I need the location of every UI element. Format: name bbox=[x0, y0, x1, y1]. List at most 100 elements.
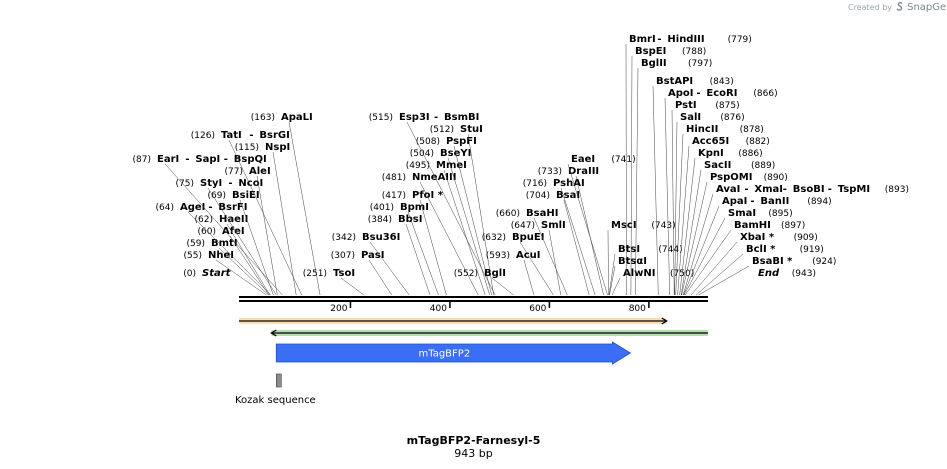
site-position: (843) bbox=[710, 77, 734, 87]
site-leader-line bbox=[560, 187, 596, 296]
enzyme-label: SalI bbox=[680, 112, 701, 123]
site-leader-line bbox=[228, 139, 302, 296]
enzyme-label: ApaI bbox=[722, 196, 747, 207]
enzyme-label: PasI bbox=[361, 250, 384, 261]
site-leader-line bbox=[340, 277, 364, 296]
site-leader-line bbox=[256, 175, 278, 296]
enzyme-separator: - bbox=[208, 202, 212, 213]
site-position: (87) bbox=[133, 155, 151, 165]
site-position: (307) bbox=[331, 251, 355, 261]
enzyme-label: SmlI bbox=[541, 220, 566, 231]
site-leader-line bbox=[609, 265, 616, 296]
enzyme-label: BbsI bbox=[398, 214, 422, 225]
site-position: (647) bbox=[511, 221, 535, 231]
enzyme-separator: - bbox=[828, 184, 832, 195]
site-leader-line bbox=[419, 199, 447, 296]
enzyme-label: BsrGI bbox=[259, 130, 289, 141]
site-leader-line bbox=[218, 247, 269, 296]
enzyme-label: StyI bbox=[200, 178, 222, 189]
enzyme-label: NspI bbox=[265, 142, 290, 153]
site-position: (163) bbox=[251, 113, 275, 123]
enzyme-label: NheI bbox=[208, 250, 234, 261]
enzyme-label: ApaLI bbox=[281, 112, 313, 123]
enzyme-label: PspOMI bbox=[710, 172, 752, 183]
kozak-box bbox=[276, 373, 282, 388]
site-position: (62) bbox=[195, 215, 213, 225]
site-leader-line bbox=[630, 55, 633, 296]
enzyme-label: SacII bbox=[704, 160, 731, 171]
site-position: (895) bbox=[768, 209, 792, 219]
mtagbfp2-label: mTagBFP2 bbox=[419, 349, 471, 360]
enzyme-label: BamHI bbox=[734, 220, 771, 231]
site-leader-line bbox=[406, 121, 496, 296]
site-position: (893) bbox=[885, 185, 909, 195]
site-leader-line bbox=[288, 121, 321, 296]
enzyme-separator: - bbox=[750, 196, 754, 207]
site-leader-line bbox=[664, 97, 670, 296]
site-leader-line bbox=[368, 259, 392, 296]
site-leader-line bbox=[674, 121, 678, 296]
enzyme-label: BpuEI bbox=[512, 232, 544, 243]
enzyme-label: BsiEI bbox=[232, 190, 260, 201]
enzyme-separator: - bbox=[434, 112, 438, 123]
site-position: (481) bbox=[382, 173, 406, 183]
enzyme-label: HindIII bbox=[667, 34, 704, 45]
enzyme-label: BmtI bbox=[211, 238, 238, 249]
site-position: (632) bbox=[482, 233, 506, 243]
site-position: (115) bbox=[235, 143, 259, 153]
site-leader-line bbox=[698, 265, 750, 296]
enzyme-label: BclI * bbox=[746, 244, 776, 255]
site-leader-line bbox=[187, 211, 272, 296]
mtagbfp2-arrow bbox=[275, 341, 632, 365]
site-leader-line bbox=[491, 277, 514, 296]
enzyme-separator: - bbox=[696, 88, 700, 99]
site-position: (55) bbox=[184, 251, 202, 261]
enzyme-label: BspQI bbox=[234, 154, 267, 165]
site-leader-line bbox=[519, 241, 554, 296]
enzyme-label: TsoI bbox=[333, 268, 355, 279]
enzyme-label: Acc65I bbox=[692, 136, 729, 147]
enzyme-label: BtsI bbox=[618, 244, 640, 255]
site-leader-line bbox=[226, 223, 271, 296]
site-leader-line bbox=[683, 217, 726, 296]
site-position: (508) bbox=[416, 137, 440, 147]
enzyme-label: NmeAIII bbox=[412, 172, 456, 183]
site-leader-line bbox=[548, 229, 562, 296]
enzyme-separator: - bbox=[783, 184, 787, 195]
enzyme-label: HaeII bbox=[219, 214, 248, 225]
site-leader-line bbox=[635, 67, 639, 296]
site-leader-line bbox=[681, 181, 708, 296]
site-position: (75) bbox=[176, 179, 194, 189]
enzyme-label: KpnI bbox=[698, 148, 724, 159]
site-position: (743) bbox=[651, 221, 675, 231]
site-position: (924) bbox=[812, 257, 836, 267]
site-leader-line bbox=[671, 109, 675, 296]
site-position: (897) bbox=[781, 221, 805, 231]
credit-prefix: Created by bbox=[848, 3, 893, 12]
site-leader-line bbox=[611, 277, 621, 296]
site-position: (788) bbox=[682, 47, 706, 57]
site-position: (60) bbox=[198, 227, 216, 237]
enzyme-separator: - bbox=[228, 178, 232, 189]
site-position: (866) bbox=[753, 89, 777, 99]
site-leader-line bbox=[652, 85, 659, 296]
site-leader-line bbox=[405, 223, 431, 296]
enzyme-label: EcoRI bbox=[706, 88, 737, 99]
site-leader-line bbox=[272, 151, 297, 296]
enzyme-label: EarI bbox=[157, 154, 179, 165]
axis-tick-label: 600 bbox=[529, 304, 546, 314]
enzyme-label: DraIII bbox=[568, 166, 599, 177]
enzyme-label: SapI bbox=[195, 154, 220, 165]
enzyme-label: End bbox=[758, 268, 780, 279]
enzyme-label: BanII bbox=[760, 196, 789, 207]
site-leader-line bbox=[207, 187, 277, 296]
enzyme-label: BsmBI bbox=[444, 112, 479, 123]
orange-arrow-head bbox=[661, 317, 668, 325]
enzyme-label: BsoBI bbox=[793, 184, 825, 195]
enzyme-label: SmaI bbox=[728, 208, 756, 219]
enzyme-label: PspFI bbox=[446, 136, 477, 147]
enzyme-label: TspMI bbox=[838, 184, 870, 195]
site-position: (909) bbox=[794, 233, 818, 243]
axis-tick-label: 200 bbox=[330, 304, 347, 314]
